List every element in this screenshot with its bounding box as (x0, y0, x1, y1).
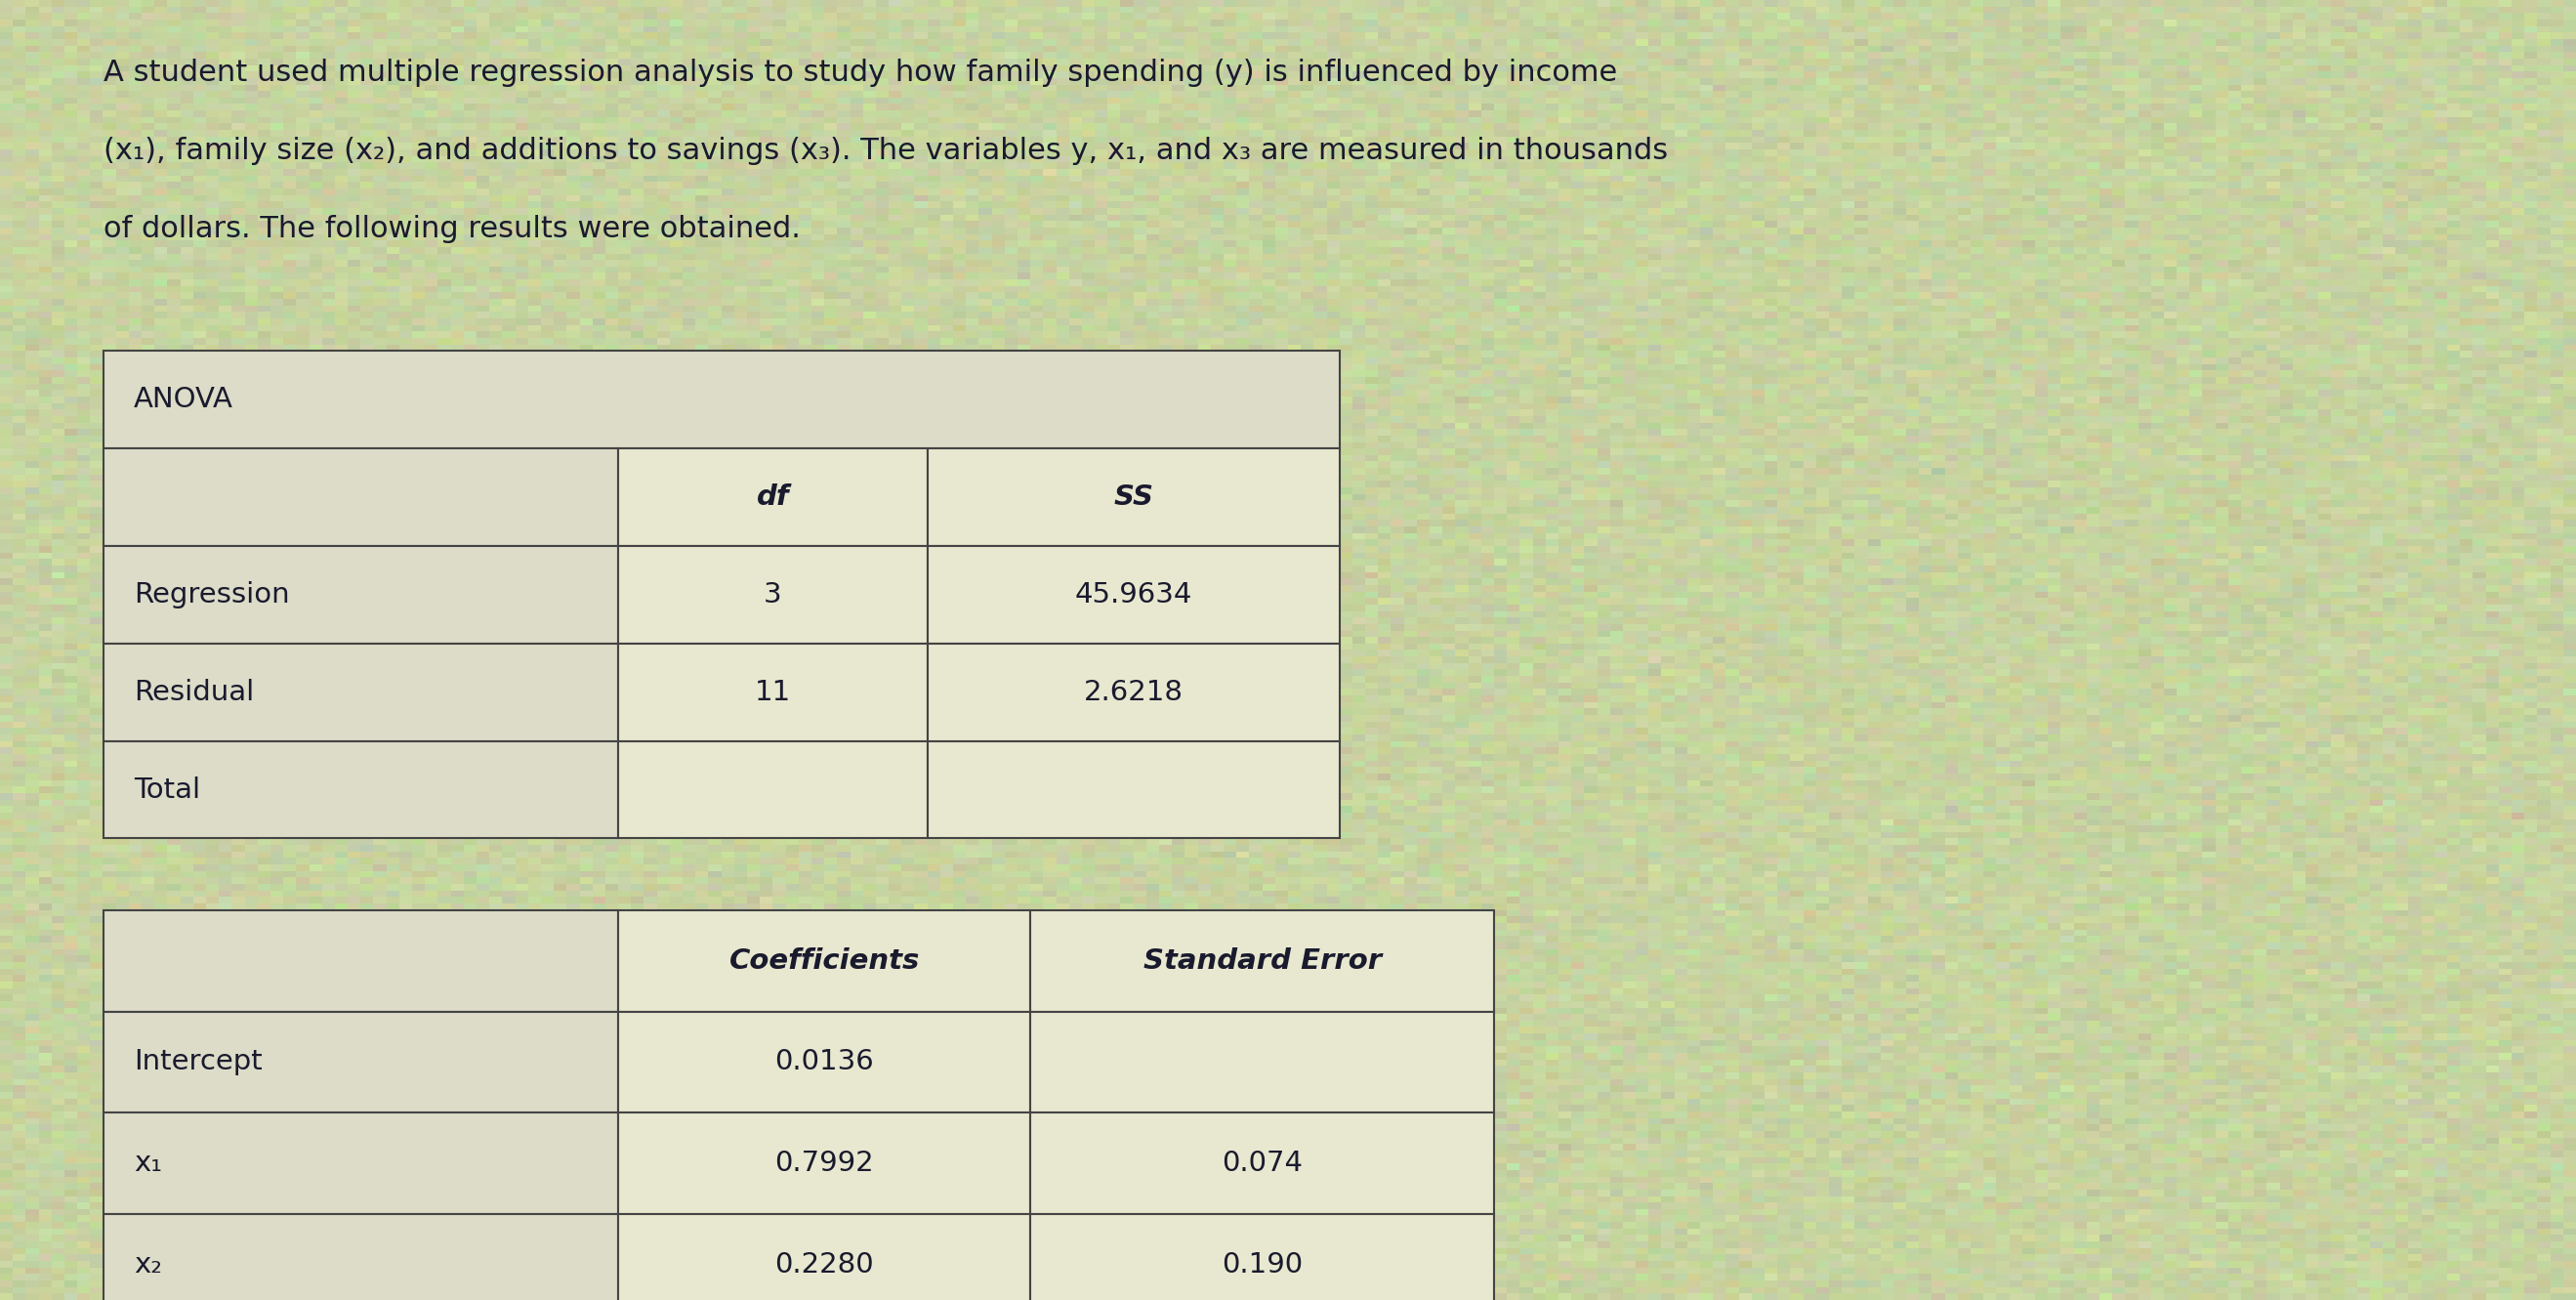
Bar (927, 741, 1340, 838)
Bar (618, 644, 927, 741)
Text: 0.074: 0.074 (1221, 1149, 1303, 1178)
Bar (927, 644, 1340, 741)
Text: 3: 3 (762, 581, 783, 608)
Text: x₂: x₂ (134, 1251, 162, 1279)
Bar (618, 910, 1030, 1011)
Text: Regression: Regression (134, 581, 291, 608)
Text: Standard Error: Standard Error (1144, 946, 1381, 975)
Text: 11: 11 (755, 679, 791, 706)
Text: 0.7992: 0.7992 (775, 1149, 873, 1178)
Bar (618, 741, 927, 838)
Bar (1030, 1011, 1494, 1113)
Bar (1030, 1113, 1494, 1214)
Bar (1030, 910, 1494, 1011)
Text: 0.190: 0.190 (1221, 1251, 1303, 1279)
Text: 0.2280: 0.2280 (775, 1251, 873, 1279)
Bar (103, 910, 618, 1011)
Text: 45.9634: 45.9634 (1074, 581, 1193, 608)
Bar (1030, 1214, 1494, 1300)
Text: x₁: x₁ (134, 1149, 162, 1178)
Bar (103, 351, 1340, 448)
Text: ANOVA: ANOVA (134, 386, 234, 413)
Bar (618, 448, 927, 546)
Bar (103, 1214, 618, 1300)
Bar (103, 1011, 618, 1113)
Bar (103, 546, 618, 644)
Text: Residual: Residual (134, 679, 255, 706)
Bar (103, 448, 618, 546)
Text: SS: SS (1113, 484, 1154, 511)
Text: 2.6218: 2.6218 (1084, 679, 1182, 706)
Bar (618, 1113, 1030, 1214)
Bar (618, 1011, 1030, 1113)
Text: (x₁), family size (x₂), and additions to savings (x₃). The variables y, x₁, and : (x₁), family size (x₂), and additions to… (103, 136, 1667, 165)
Bar (618, 1214, 1030, 1300)
Text: Coefficients: Coefficients (729, 946, 920, 975)
Bar (618, 546, 927, 644)
Bar (103, 741, 618, 838)
Bar (927, 546, 1340, 644)
Bar (103, 1113, 618, 1214)
Text: df: df (757, 484, 788, 511)
Text: Intercept: Intercept (134, 1048, 263, 1076)
Text: Total: Total (134, 776, 201, 803)
Bar (927, 448, 1340, 546)
Text: A student used multiple regression analysis to study how family spending (y) is : A student used multiple regression analy… (103, 58, 1618, 87)
Bar (103, 644, 618, 741)
Text: of dollars. The following results were obtained.: of dollars. The following results were o… (103, 214, 801, 243)
Text: 0.0136: 0.0136 (775, 1048, 873, 1076)
